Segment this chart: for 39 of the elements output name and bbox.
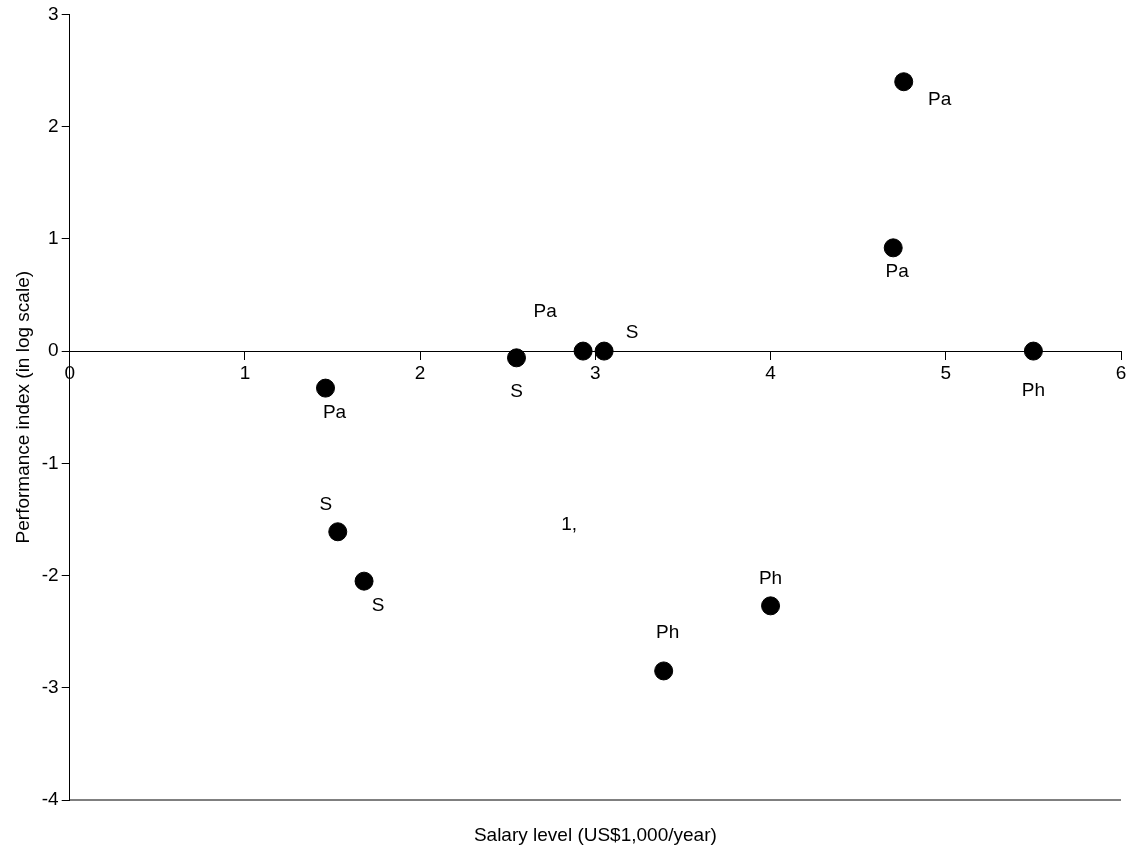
y-tick-label: -3 [41, 676, 59, 698]
y-tick-label: -2 [41, 563, 59, 585]
y-tick-label: 3 [48, 2, 59, 24]
annotation: Pa [322, 401, 347, 423]
y-tick-label: -4 [41, 788, 60, 810]
y-tick-label: -1 [41, 451, 59, 473]
annotation: Pa [533, 300, 558, 322]
point [1023, 341, 1043, 361]
point [883, 238, 903, 258]
annotation: S [510, 380, 523, 402]
x-tick-label: 5 [940, 361, 952, 383]
y-tick-label: 2 [48, 114, 59, 136]
annotation: S [319, 493, 333, 515]
point [894, 72, 914, 92]
annotation: Ph [758, 567, 783, 589]
point [654, 661, 674, 681]
annotation: S [625, 321, 639, 343]
annotation: S [371, 594, 385, 616]
y-axis-title: Performance index (in log scale) [11, 270, 33, 544]
annotation: Ph [656, 621, 680, 643]
point [507, 348, 526, 368]
annotation: Pa [885, 260, 910, 282]
x-tick-label: 6 [1115, 361, 1127, 383]
point [316, 378, 336, 398]
point [594, 341, 614, 361]
x-axis-title: Salary level (US$1,000/year) [473, 824, 717, 846]
annotation: Ph [1021, 379, 1046, 401]
y-tick-label: 1 [48, 227, 59, 249]
annotation: Pa [928, 87, 952, 109]
annotation: 1, [561, 513, 577, 535]
point [761, 596, 781, 616]
x-tick-label: 3 [590, 361, 601, 383]
x-tick-label: 1 [239, 361, 251, 383]
x-tick-label: 2 [414, 361, 426, 383]
point [573, 341, 593, 361]
y-tick-label: 0 [48, 339, 59, 361]
point [328, 522, 348, 542]
x-tick-label: 4 [765, 361, 777, 383]
point [354, 571, 374, 591]
